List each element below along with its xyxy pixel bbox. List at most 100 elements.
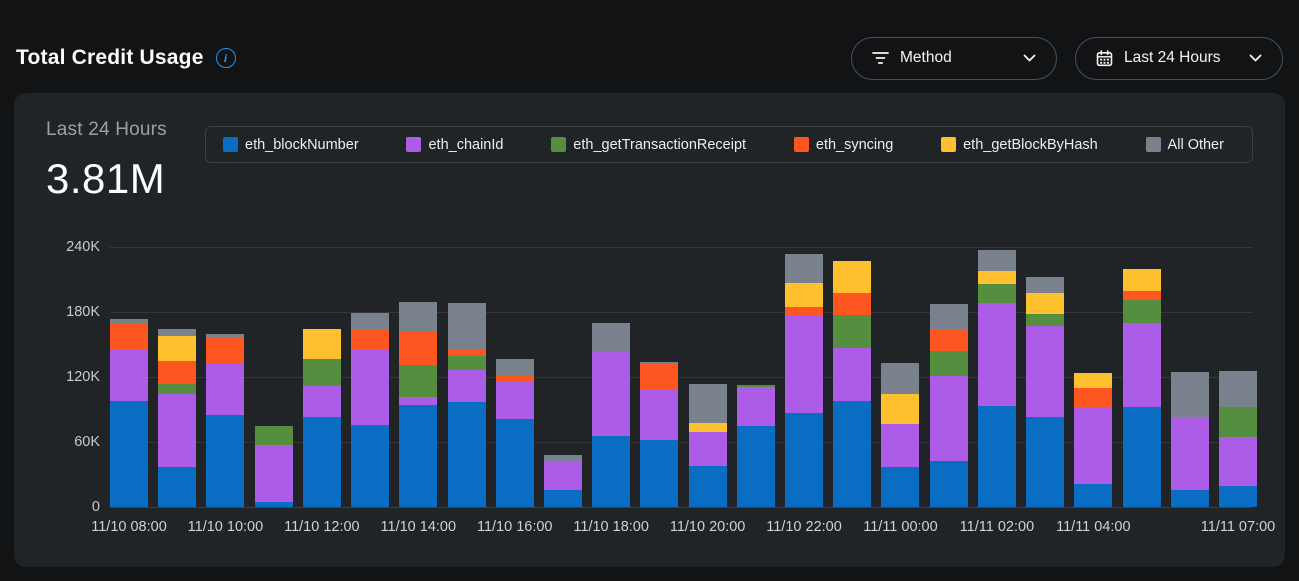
bar-segment-eth_chainId[interactable] <box>688 431 727 466</box>
bar-11/11 00:00[interactable] <box>881 363 920 507</box>
bar-segment-eth_getTransactionReceipt[interactable] <box>302 359 341 386</box>
bar-segment-eth_syncing[interactable] <box>351 328 390 349</box>
bar-segment-eth_blockNumber[interactable] <box>929 460 968 507</box>
bar-segment-All Other[interactable] <box>447 303 486 349</box>
legend-item[interactable]: eth_getBlockByHash <box>941 137 1098 153</box>
bar-segment-eth_blockNumber[interactable] <box>399 404 438 507</box>
bar-segment-All Other[interactable] <box>881 363 920 395</box>
bar-segment-eth_getTransactionReceipt[interactable] <box>158 384 197 394</box>
bar-segment-eth_syncing[interactable] <box>640 364 679 389</box>
bar-segment-eth_chainId[interactable] <box>254 444 293 503</box>
bar-segment-All Other[interactable] <box>977 249 1016 271</box>
bar-segment-eth_chainId[interactable] <box>399 397 438 405</box>
bar-segment-All Other[interactable] <box>158 329 197 336</box>
legend-item[interactable]: All Other <box>1145 137 1224 153</box>
bar-segment-eth_blockNumber[interactable] <box>495 419 534 507</box>
bar-segment-eth_chainId[interactable] <box>158 393 197 467</box>
bar-segment-eth_blockNumber[interactable] <box>158 466 197 507</box>
bar-segment-eth_blockNumber[interactable] <box>688 465 727 507</box>
bar-segment-eth_blockNumber[interactable] <box>785 413 824 507</box>
bar-segment-All Other[interactable] <box>399 302 438 333</box>
bar-segment-eth_chainId[interactable] <box>1026 325 1065 418</box>
bar-segment-eth_syncing[interactable] <box>785 306 824 316</box>
bar-segment-eth_chainId[interactable] <box>110 349 148 401</box>
bar-segment-eth_syncing[interactable] <box>206 337 245 365</box>
info-icon[interactable]: i <box>215 48 236 68</box>
bar-segment-eth_blockNumber[interactable] <box>1074 483 1113 507</box>
bar-11/11 05:00[interactable] <box>1122 268 1161 507</box>
bar-segment-eth_getTransactionReceipt[interactable] <box>833 315 872 349</box>
bar-11/10 10:00[interactable] <box>206 334 245 507</box>
bar-11/11 02:00[interactable] <box>977 249 1016 507</box>
legend-item[interactable]: eth_getTransactionReceipt <box>551 137 746 153</box>
bar-11/10 15:00[interactable] <box>447 303 486 507</box>
bar-segment-eth_chainId[interactable] <box>1219 436 1257 487</box>
bar-segment-eth_chainId[interactable] <box>929 375 968 461</box>
bar-segment-eth_chainId[interactable] <box>302 385 341 417</box>
bar-segment-eth_chainId[interactable] <box>881 424 920 467</box>
bar-segment-eth_blockNumber[interactable] <box>1122 406 1161 507</box>
bar-segment-eth_chainId[interactable] <box>495 381 534 420</box>
bar-11/10 21:00[interactable] <box>736 385 775 507</box>
bar-segment-eth_getTransactionReceipt[interactable] <box>447 356 486 370</box>
bar-11/10 16:00[interactable] <box>495 359 534 507</box>
bar-segment-eth_chainId[interactable] <box>640 388 679 441</box>
bar-segment-eth_chainId[interactable] <box>592 351 631 437</box>
bar-segment-eth_getTransactionReceipt[interactable] <box>1122 299 1161 324</box>
bar-segment-eth_blockNumber[interactable] <box>206 415 245 507</box>
bar-11/10 12:00[interactable] <box>302 329 341 507</box>
bar-11/11 06:00[interactable] <box>1170 372 1209 507</box>
bar-segment-All Other[interactable] <box>1026 276 1065 293</box>
bar-segment-eth_syncing[interactable] <box>833 292 872 316</box>
bar-segment-eth_blockNumber[interactable] <box>1170 490 1209 507</box>
bar-segment-eth_getBlockByHash[interactable] <box>302 329 341 360</box>
bar-segment-eth_getTransactionReceipt[interactable] <box>1026 314 1065 326</box>
bar-segment-eth_getBlockByHash[interactable] <box>977 270 1016 285</box>
bar-segment-eth_blockNumber[interactable] <box>977 405 1016 507</box>
bar-segment-eth_getBlockByHash[interactable] <box>881 394 920 425</box>
bar-segment-eth_blockNumber[interactable] <box>351 424 390 507</box>
bar-segment-eth_getTransactionReceipt[interactable] <box>254 426 293 445</box>
bar-11/11 01:00[interactable] <box>929 303 968 507</box>
bar-segment-eth_blockNumber[interactable] <box>302 416 341 507</box>
bar-11/11 07:00[interactable] <box>1219 371 1257 507</box>
bar-segment-eth_syncing[interactable] <box>110 324 148 350</box>
bar-segment-eth_syncing[interactable] <box>1074 387 1113 408</box>
bar-segment-eth_blockNumber[interactable] <box>640 440 679 507</box>
bar-11/10 09:00[interactable] <box>158 329 197 507</box>
bar-segment-eth_getBlockByHash[interactable] <box>158 335 197 361</box>
bar-segment-eth_chainId[interactable] <box>447 369 486 403</box>
bar-segment-eth_blockNumber[interactable] <box>110 400 148 507</box>
bar-segment-eth_chainId[interactable] <box>351 348 390 425</box>
bar-segment-eth_blockNumber[interactable] <box>1219 486 1257 507</box>
bar-segment-eth_getBlockByHash[interactable] <box>833 261 872 293</box>
bar-segment-eth_syncing[interactable] <box>399 332 438 365</box>
bar-segment-eth_syncing[interactable] <box>158 360 197 385</box>
bar-segment-All Other[interactable] <box>785 253 824 284</box>
bar-11/10 13:00[interactable] <box>351 313 390 507</box>
bar-segment-eth_blockNumber[interactable] <box>736 426 775 507</box>
bar-segment-All Other[interactable] <box>495 359 534 377</box>
bar-11/10 20:00[interactable] <box>688 384 727 507</box>
bar-11/10 17:00[interactable] <box>543 455 582 507</box>
bar-11/10 18:00[interactable] <box>592 323 631 507</box>
bar-segment-eth_chainId[interactable] <box>833 348 872 402</box>
bar-segment-eth_chainId[interactable] <box>1122 323 1161 407</box>
bar-11/10 19:00[interactable] <box>640 361 679 507</box>
bar-segment-eth_chainId[interactable] <box>206 364 245 416</box>
bar-segment-eth_getBlockByHash[interactable] <box>1074 373 1113 388</box>
bar-11/10 14:00[interactable] <box>399 302 438 507</box>
bar-segment-eth_getBlockByHash[interactable] <box>688 422 727 432</box>
bar-segment-eth_getTransactionReceipt[interactable] <box>977 284 1016 304</box>
bar-segment-eth_chainId[interactable] <box>543 460 582 491</box>
bar-segment-All Other[interactable] <box>1219 371 1257 407</box>
bar-segment-eth_blockNumber[interactable] <box>833 401 872 507</box>
bar-segment-eth_chainId[interactable] <box>1170 416 1209 491</box>
bar-segment-eth_getTransactionReceipt[interactable] <box>929 351 968 376</box>
bar-segment-All Other[interactable] <box>351 313 390 329</box>
bar-segment-eth_blockNumber[interactable] <box>543 490 582 507</box>
bar-11/11 04:00[interactable] <box>1074 373 1113 507</box>
bar-segment-eth_syncing[interactable] <box>495 376 534 382</box>
bar-segment-All Other[interactable] <box>640 361 679 365</box>
bar-11/10 11:00[interactable] <box>254 426 293 507</box>
